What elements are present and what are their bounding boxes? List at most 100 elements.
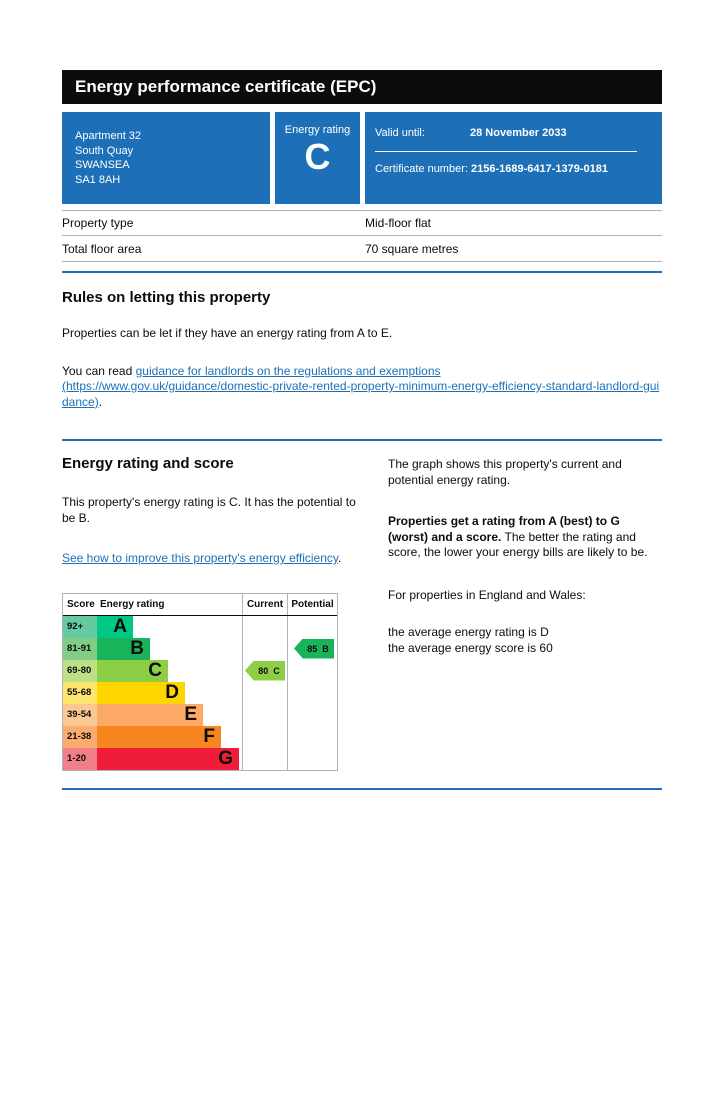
current-rating-marker: 80 C bbox=[245, 660, 285, 681]
epc-band-row-f: 21-38 F bbox=[63, 725, 337, 748]
table-row-floor-area: Total floor area 70 square metres bbox=[62, 236, 662, 262]
current-column-cell bbox=[242, 681, 287, 704]
average-figures: the average energy rating is D the avera… bbox=[388, 624, 662, 656]
table-row-property-type: Property type Mid-floor flat bbox=[62, 210, 662, 236]
epc-band-row-b: 81-91 B 85 B bbox=[63, 637, 337, 660]
rules-paragraph: Properties can be let if they have an en… bbox=[62, 326, 393, 340]
chart-header-row: Score Energy rating Current Potential bbox=[63, 593, 337, 616]
property-address: Apartment 32 South Quay SWANSEA SA1 8AH bbox=[62, 112, 270, 204]
band-bar-area: G bbox=[97, 747, 242, 770]
band-score-range: 81-91 bbox=[63, 637, 97, 660]
epc-band-row-d: 55-68 D bbox=[63, 681, 337, 704]
potential-column-cell bbox=[287, 747, 337, 770]
energy-rating-cell: Energy rating C bbox=[275, 112, 360, 204]
band-bar-f: F bbox=[97, 725, 221, 748]
band-score-range: 55-68 bbox=[63, 681, 97, 704]
validity-cell: Valid until: 28 November 2033 Certificat… bbox=[365, 112, 662, 204]
improve-paragraph: See how to improve this property's energ… bbox=[62, 551, 362, 567]
average-score-line: the average energy score is 60 bbox=[388, 641, 553, 655]
epc-band-row-e: 39-54 E bbox=[63, 703, 337, 726]
rating-explanation-paragraph: Properties get a rating from A (best) to… bbox=[388, 514, 662, 561]
address-line-4: SA1 8AH bbox=[75, 173, 121, 186]
certificate-number-value: 2156-1689-6417-1379-0181 bbox=[471, 163, 609, 175]
epc-band-row-g: 1-20 G bbox=[63, 747, 337, 770]
band-score-range: 39-54 bbox=[63, 703, 97, 726]
current-column-cell bbox=[242, 725, 287, 748]
band-bar-b: B bbox=[97, 637, 150, 660]
section-divider bbox=[62, 271, 662, 273]
energy-rating-value: C bbox=[304, 136, 331, 177]
address-line-3: SWANSEA bbox=[75, 159, 130, 171]
graph-description-paragraph: The graph shows this property's current … bbox=[388, 457, 622, 487]
rules-heading: Rules on letting this property bbox=[62, 289, 271, 306]
energy-rating-label: Energy rating bbox=[284, 124, 351, 136]
rating-explanation-bold: Properties get a rating from A (best) to… bbox=[388, 514, 620, 544]
potential-column-cell bbox=[287, 681, 337, 704]
potential-column-cell bbox=[287, 703, 337, 726]
chart-current-header: Current bbox=[242, 593, 287, 615]
valid-until-row: Valid until: 28 November 2033 bbox=[375, 127, 637, 139]
current-column-cell bbox=[242, 747, 287, 770]
landlord-guidance-link[interactable]: guidance for landlords on the regulation… bbox=[62, 364, 659, 409]
epc-document: Energy performance certificate (EPC) Apa… bbox=[62, 70, 662, 790]
epc-band-row-a: 92+ A bbox=[63, 615, 337, 638]
floor-area-value: 70 square metres bbox=[365, 241, 459, 256]
current-column-cell: 80 C bbox=[242, 659, 287, 682]
property-type-label: Property type bbox=[62, 216, 134, 230]
property-details-table: Property type Mid-floor flat Total floor… bbox=[62, 210, 662, 262]
guidance-link-url: (https://www.gov.uk/guidance/domestic-pr… bbox=[62, 379, 660, 409]
band-bar-d: D bbox=[97, 681, 185, 704]
band-bar-e: E bbox=[97, 703, 203, 726]
band-bar-area: B bbox=[97, 637, 242, 660]
document-title-banner: Energy performance certificate (EPC) bbox=[62, 70, 662, 104]
chart-rating-header: Energy rating bbox=[100, 598, 165, 610]
average-rating-line: the average energy rating is D bbox=[388, 625, 549, 639]
current-column-cell bbox=[242, 703, 287, 726]
potential-column-cell bbox=[287, 659, 337, 682]
improve-efficiency-link[interactable]: See how to improve this property's energ… bbox=[62, 551, 338, 565]
band-bar-area: C bbox=[97, 659, 242, 682]
section-divider bbox=[62, 787, 662, 790]
energy-rating-chart: Score Energy rating Current Potential 92… bbox=[62, 592, 338, 771]
chart-score-header: Score bbox=[67, 598, 95, 610]
page-title: Energy performance certificate (EPC) bbox=[75, 77, 377, 96]
certificate-number-row: Certificate number: 2156-1689-6417-1379-… bbox=[375, 163, 637, 175]
potential-column-cell bbox=[287, 615, 337, 638]
guidance-prefix: You can read bbox=[62, 363, 136, 378]
band-bar-area: A bbox=[97, 615, 242, 638]
band-bar-a: A bbox=[97, 615, 133, 638]
band-bar-area: D bbox=[97, 681, 242, 704]
epc-band-row-c: 69-80 C 80 C bbox=[63, 659, 337, 682]
band-bar-area: E bbox=[97, 703, 242, 726]
potential-rating-marker: 85 B bbox=[294, 638, 334, 659]
certificate-summary-box: Apartment 32 South Quay SWANSEA SA1 8AH … bbox=[62, 112, 662, 204]
section-divider bbox=[62, 439, 662, 441]
rating-left-column: Energy rating and score This property's … bbox=[62, 441, 362, 771]
valid-until-value: 28 November 2033 bbox=[470, 127, 567, 139]
floor-area-label: Total floor area bbox=[62, 241, 142, 256]
address-line-1: Apartment 32 bbox=[75, 130, 142, 142]
energy-rating-heading: Energy rating and score bbox=[62, 455, 234, 472]
potential-column-cell bbox=[287, 725, 337, 748]
rating-summary-paragraph: This property's energy rating is C. It h… bbox=[62, 495, 356, 525]
band-score-range: 21-38 bbox=[63, 725, 97, 748]
band-bar-g: G bbox=[97, 747, 239, 770]
band-score-range: 92+ bbox=[63, 615, 97, 638]
improve-suffix: . bbox=[337, 551, 342, 565]
rating-explanation-rest: The better the rating and score, the low… bbox=[388, 529, 648, 560]
rules-section: Rules on letting this property Propertie… bbox=[62, 289, 662, 410]
current-column-cell bbox=[242, 637, 287, 660]
potential-column-cell: 85 B bbox=[287, 637, 337, 660]
address-line-2: South Quay bbox=[75, 144, 134, 157]
guidance-suffix: . bbox=[98, 394, 103, 409]
england-wales-paragraph: For properties in England and Wales: bbox=[388, 587, 586, 602]
validity-divider bbox=[375, 151, 637, 152]
rating-right-column: The graph shows this property's current … bbox=[388, 441, 662, 656]
landlord-guidance-paragraph: You can read guidance for landlords on t… bbox=[62, 364, 662, 411]
band-bar-c: C bbox=[97, 659, 168, 682]
chart-potential-header: Potential bbox=[287, 593, 337, 615]
valid-until-label: Valid until: bbox=[375, 127, 425, 139]
band-score-range: 69-80 bbox=[63, 659, 97, 682]
energy-rating-section: Energy rating and score This property's … bbox=[62, 441, 662, 771]
current-column-cell bbox=[242, 615, 287, 638]
